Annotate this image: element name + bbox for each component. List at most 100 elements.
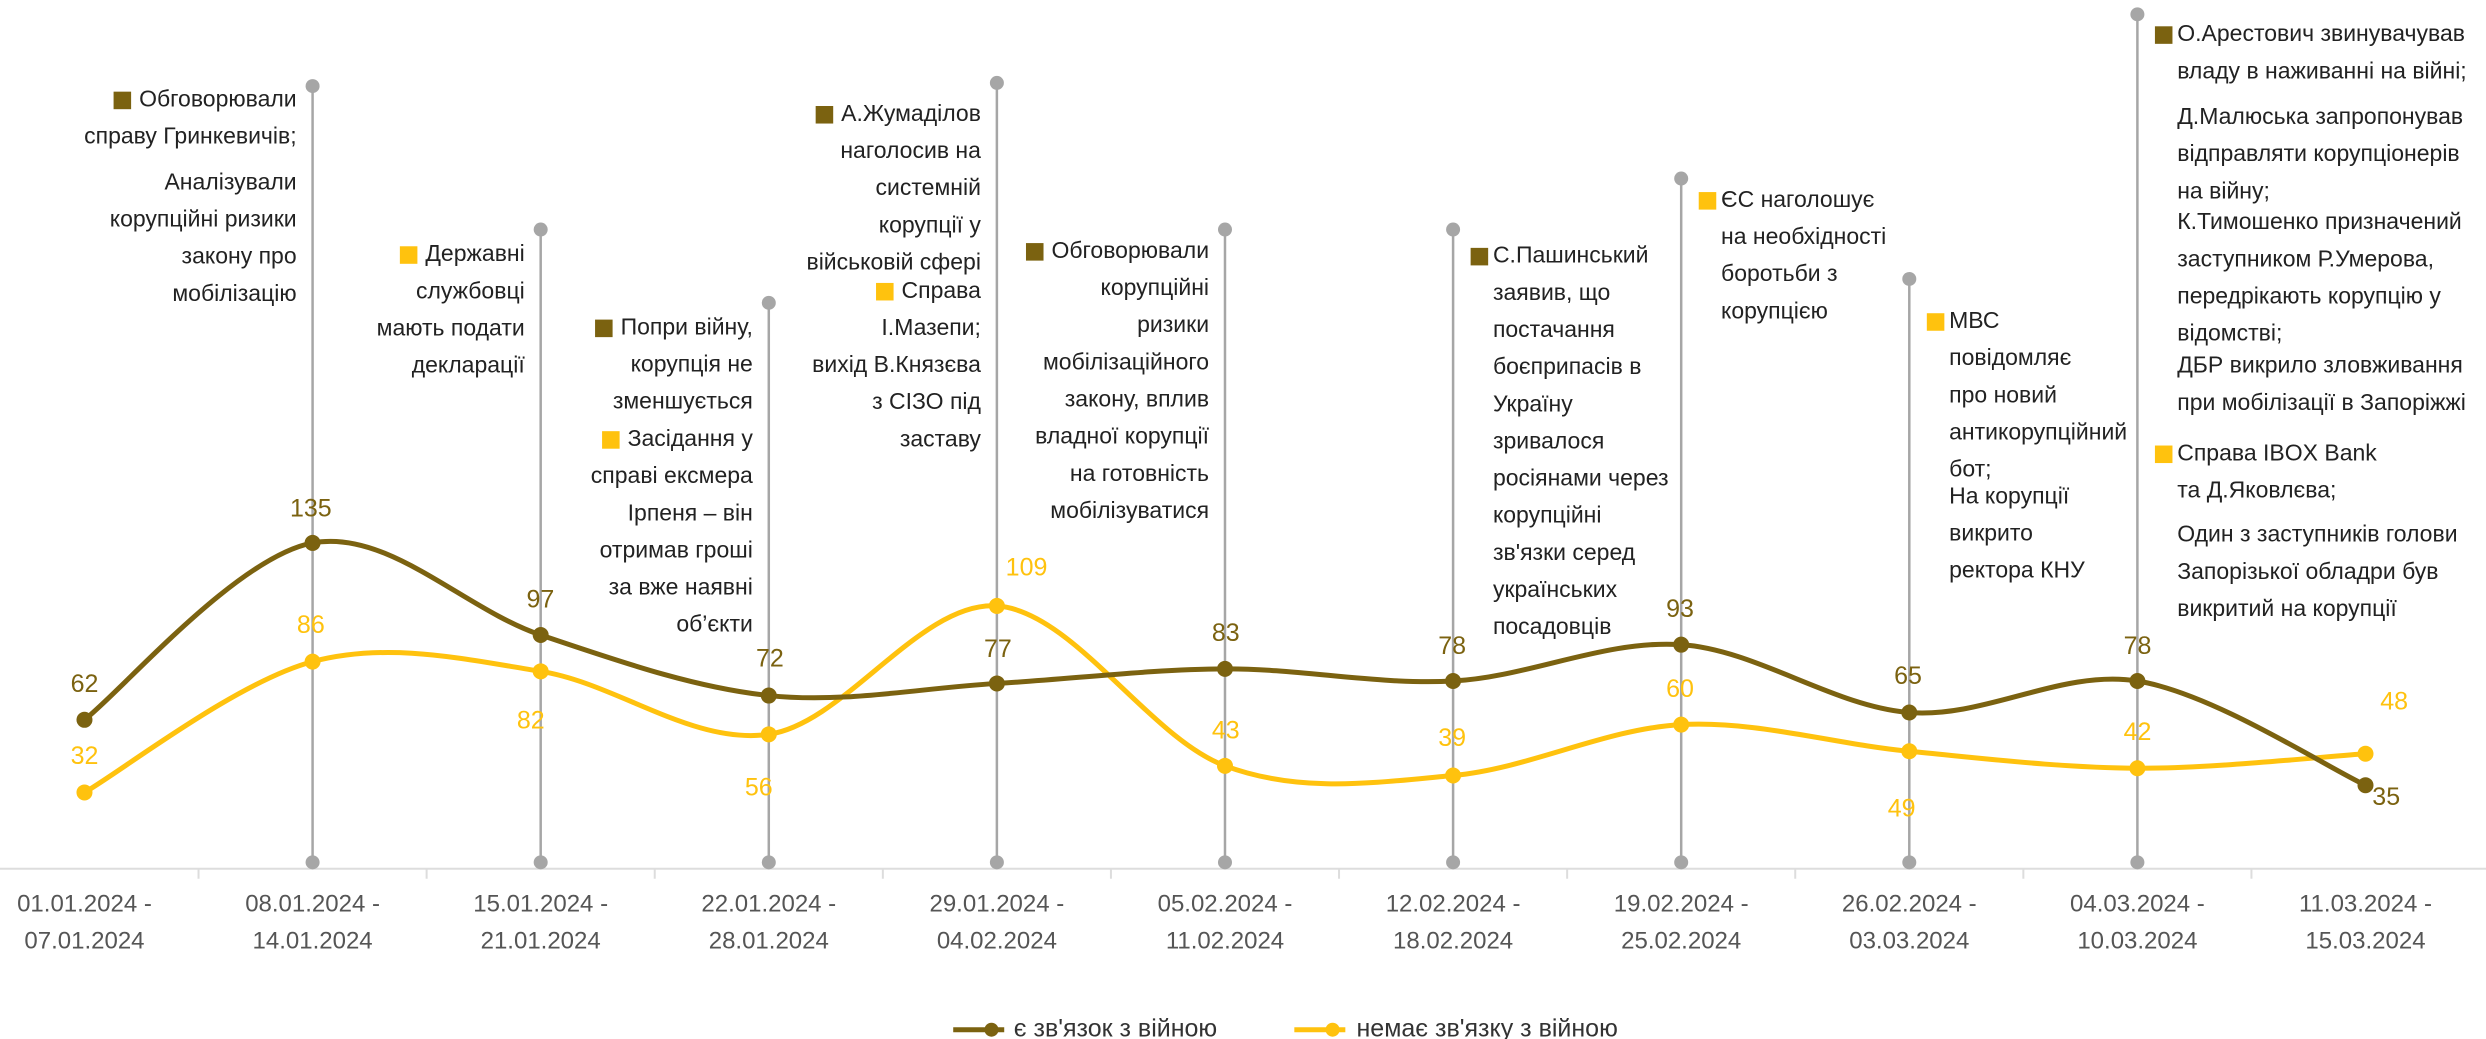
annotation-text: Ірпеня – він [628, 499, 753, 525]
annotation-text: Обговорювали [1051, 237, 1209, 263]
x-tick-label: 14.01.2024 [253, 927, 373, 954]
annotation-marker [113, 91, 132, 110]
annotation-text: заявив, що [1493, 279, 1610, 305]
annotation-text: про новий [1949, 381, 2057, 407]
annotation-text: зв'язки серед [1493, 539, 1636, 565]
annotation-marker [2154, 26, 2173, 44]
annotation-text: бот; [1949, 456, 1991, 482]
point [1901, 704, 1918, 721]
annotation-text: викрито [1949, 520, 2033, 546]
annotation-dot [533, 855, 548, 870]
annotation-dot [2130, 7, 2145, 22]
point [2129, 760, 2146, 777]
point [1216, 757, 1233, 774]
annotation-dot [305, 855, 320, 870]
annotation-dot [1446, 855, 1461, 870]
x-tick-label: 10.03.2024 [2077, 927, 2197, 954]
x-tick-label: 12.02.2024 - [1386, 891, 1521, 918]
point [1216, 660, 1233, 677]
annotation-text: владу в наживанні на війні; [2177, 57, 2466, 83]
annotation-text: мають подати [377, 314, 525, 340]
x-tick-label: 29.01.2024 - [929, 891, 1064, 918]
annotation-text: мобілізацію [172, 280, 296, 306]
annotation-text: Справа [902, 277, 982, 303]
annotation-text: закону, вплив [1065, 385, 1209, 411]
value-label: 56 [745, 774, 773, 802]
x-tick-label: 18.02.2024 [1393, 927, 1513, 954]
annotation-text: корупційні [1101, 274, 1210, 300]
value-label: 39 [1438, 724, 1466, 752]
annotation-dot [989, 855, 1004, 870]
annotation-text: корупції у [879, 211, 982, 237]
annotation-text: справі ексмера [591, 462, 753, 488]
annotation-dot [1217, 855, 1232, 870]
annotation-marker [876, 282, 894, 301]
annotation-dot [1902, 855, 1917, 870]
annotation-text: на готовність [1070, 460, 1209, 486]
x-tick-label: 04.02.2024 [937, 927, 1057, 954]
value-label: 43 [1212, 716, 1240, 744]
annotation-text: Державні [425, 240, 524, 266]
value-label: 86 [297, 611, 325, 639]
series-line [83, 603, 2366, 795]
annotation-text: боротьби з [1721, 260, 1838, 286]
annotation-text: Попри війну, [621, 313, 753, 339]
x-tick-label: 11.02.2024 [1166, 927, 1284, 954]
point [1901, 743, 1918, 760]
annotation-text: закону про [182, 243, 297, 269]
annotation-dot [761, 855, 776, 870]
legend-dot [1325, 1022, 1340, 1037]
annotation-marker [815, 106, 834, 124]
x-tick-label: 28.01.2024 [709, 927, 829, 954]
annotation-text: А.Жумаділов [841, 100, 981, 126]
value-label: 65 [1894, 662, 1922, 690]
value-label: 48 [2380, 688, 2408, 716]
x-tick-label: 07.01.2024 [24, 927, 144, 954]
point [2357, 777, 2374, 794]
point [2357, 745, 2374, 762]
value-label: 77 [984, 635, 1012, 663]
annotation-marker [602, 431, 620, 449]
annotation-text: при мобілізації в Запоріжжі [2177, 389, 2466, 415]
annotation-text: відомстві; [2177, 320, 2282, 346]
annotation-dot [2130, 855, 2145, 870]
annotation-text: Один з заступників голови [2177, 521, 2457, 547]
annotation-text: росіянами через [1493, 465, 1669, 491]
annotation-dot [761, 295, 776, 310]
annotation-text: владної корупції [1035, 423, 1209, 449]
annotation-text: Запорізької обладри був [2177, 558, 2438, 584]
annotation-text: С.Пашинський [1493, 242, 1649, 268]
annotation-marker [1926, 313, 1945, 331]
annotation-text: Д.Малюська запропонував [2177, 103, 2463, 129]
annotation-text: Україну [1493, 390, 1573, 416]
annotation-text: мобілізуватися [1050, 497, 1209, 523]
point [1445, 767, 1462, 784]
annotation-marker [2154, 445, 2173, 464]
point [1673, 636, 1690, 653]
annotation-text: ризики [1137, 311, 1209, 337]
annotation-dot [1902, 271, 1917, 286]
point [988, 597, 1005, 614]
annotation-text: заступником Р.Умерова, [2177, 245, 2434, 271]
annotation-text: постачання [1493, 316, 1615, 342]
annotation-text: І.Мазепи; [881, 314, 981, 340]
annotation-text: об’єкти [676, 611, 753, 637]
annotation-text: справу Гринкевичів; [84, 123, 297, 149]
annotation-text: та Д.Яковлєва; [2177, 477, 2336, 503]
annotation-dot [1674, 855, 1689, 870]
x-tick-label: 21.01.2024 [481, 927, 601, 954]
annotation-text: вихід В.Князєва [812, 351, 981, 377]
annotation-text: Обговорювали [139, 86, 297, 112]
annotation-text: корупційні ризики [110, 206, 297, 232]
annotation-text: викритий на корупції [2177, 595, 2397, 621]
x-tick-label: 03.03.2024 [1849, 927, 1969, 954]
x-tick-label: 25.02.2024 [1621, 927, 1741, 954]
point [76, 784, 93, 801]
annotation-text: системній [876, 174, 981, 200]
value-label: 78 [2124, 632, 2152, 660]
x-tick-label: 26.02.2024 - [1842, 891, 1977, 918]
value-label: 83 [1212, 619, 1240, 647]
annotation-marker [399, 246, 418, 264]
annotation-dot [1674, 171, 1689, 186]
legend-dot [984, 1022, 999, 1037]
